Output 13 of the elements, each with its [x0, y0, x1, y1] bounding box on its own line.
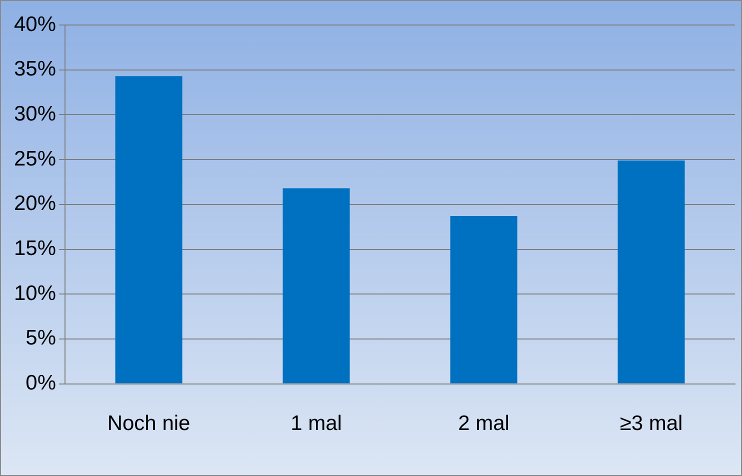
y-tick-label: 35%: [14, 58, 56, 81]
x-tick-label: 1 mal: [290, 412, 342, 436]
x-tick-label: Noch nie: [107, 412, 190, 436]
y-tick-label: 5%: [26, 326, 56, 350]
y-tick-label: 0%: [26, 372, 56, 395]
y-tick-label: 15%: [14, 237, 56, 260]
y-tick-label: 40%: [14, 12, 56, 36]
y-tick-label: 30%: [14, 102, 56, 126]
y-tick-label: 25%: [14, 147, 56, 170]
y-tick-label: 10%: [14, 282, 56, 305]
x-tick-label: ≥3 mal: [620, 412, 683, 436]
y-tick-label: 20%: [14, 192, 56, 216]
x-tick-label: 2 mal: [458, 412, 510, 436]
